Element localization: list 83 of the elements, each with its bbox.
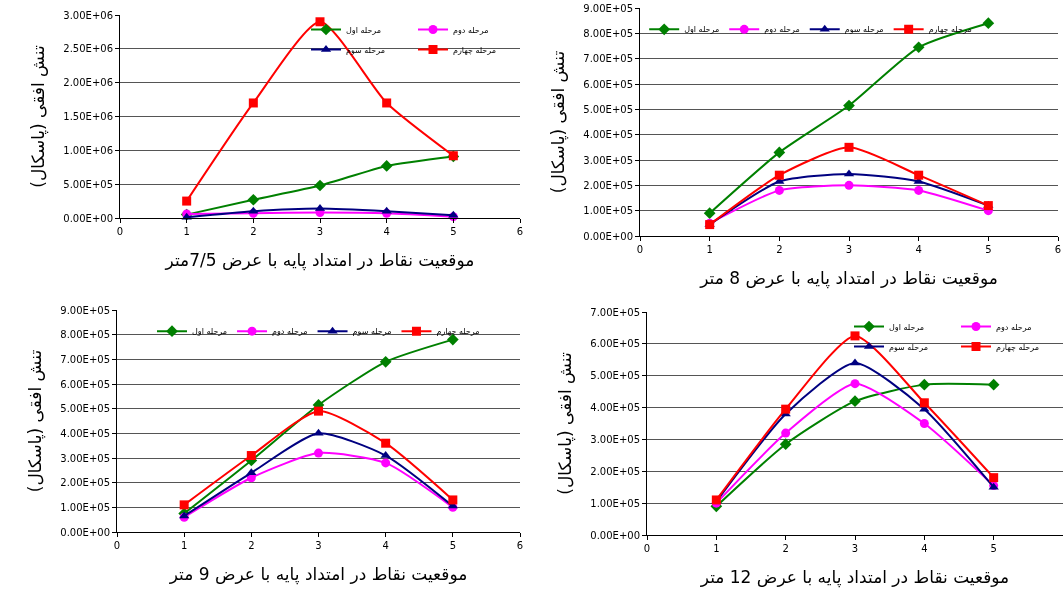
y-tick-label: 0.00E+00 bbox=[590, 529, 640, 541]
y-axis-title: تنش افقی (پاسکال) bbox=[27, 45, 49, 188]
legend-label: مرحله اول bbox=[192, 327, 228, 337]
y-tick-label: 5.00E+05 bbox=[590, 370, 640, 382]
legend-label: مرحله دوم bbox=[764, 25, 800, 35]
x-tick-label: 5 bbox=[450, 226, 457, 237]
y-tick-label: 8.00E+05 bbox=[583, 27, 633, 39]
x-tick-label: 3 bbox=[845, 244, 853, 255]
legend-label: مرحله سوم bbox=[889, 342, 928, 352]
y-tick-label: 2.00E+05 bbox=[590, 465, 640, 477]
y-tick-label: 4.00E+05 bbox=[590, 402, 640, 414]
y-tick-label: 6.00E+05 bbox=[583, 78, 633, 90]
y-tick-label: 3.00E+05 bbox=[60, 452, 110, 464]
y-tick-label: 3.00E+05 bbox=[590, 433, 640, 445]
y-tick-label: 2.00E+05 bbox=[60, 477, 110, 489]
x-tick-label: 5 bbox=[985, 244, 992, 255]
x-tick-label: 4 bbox=[921, 543, 928, 554]
x-tick-label: 1 bbox=[183, 226, 190, 237]
y-tick-label: 5.00E+05 bbox=[63, 178, 113, 190]
x-tick-label: 6 bbox=[516, 540, 524, 551]
x-axis-title: موقعیت نقاط در امتداد پایه با عرض 8 متر bbox=[699, 268, 998, 290]
x-tick-label: 4 bbox=[383, 226, 390, 237]
legend-label: مرحله اول bbox=[889, 322, 925, 332]
y-tick-label: 1.00E+05 bbox=[583, 205, 633, 217]
y-tick-label: 5.00E+05 bbox=[60, 403, 110, 415]
y-tick-label: 0.00E+00 bbox=[583, 230, 633, 242]
y-tick-label: 9.00E+05 bbox=[60, 304, 110, 316]
legend-label: مرحله دوم bbox=[453, 25, 489, 35]
y-tick-label: 7.00E+05 bbox=[590, 306, 640, 318]
y-tick-label: 1.50E+06 bbox=[63, 111, 113, 122]
x-tick-label: 1 bbox=[706, 244, 713, 255]
x-axis-title: موقعیت نقاط در امتداد پایه با عرض 12 متر bbox=[699, 567, 1010, 589]
y-tick-label: 6.00E+05 bbox=[60, 378, 110, 390]
x-tick-label: 3 bbox=[315, 540, 322, 551]
y-tick-label: 3.00E+06 bbox=[63, 9, 113, 21]
x-tick-label: 0 bbox=[113, 540, 121, 551]
y-tick-label: 3.00E+05 bbox=[583, 154, 633, 166]
x-tick-label: 5 bbox=[449, 540, 457, 551]
x-axis-title: موقعیت نقاط در امتداد پایه با عرض 7/5متر bbox=[164, 250, 475, 272]
x-tick-label: 2 bbox=[248, 540, 255, 551]
x-tick-label: 2 bbox=[782, 543, 789, 554]
legend-label: مرحله سوم bbox=[844, 25, 884, 35]
legend-label: مرحله دوم bbox=[996, 322, 1032, 332]
y-tick-label: 2.00E+05 bbox=[583, 179, 633, 191]
y-tick-label: 7.00E+05 bbox=[60, 353, 110, 365]
y-axis-title: تنش افقی (پاسکال) bbox=[547, 50, 569, 194]
legend-label: مرحله چهارم bbox=[436, 327, 480, 337]
legend-label: مرحله اول bbox=[684, 25, 720, 35]
y-axis-title: تنش افقی (پاسکال) bbox=[554, 352, 576, 495]
y-axis-title: تنش افقی (پاسکال) bbox=[24, 349, 46, 493]
x-axis-title: موقعیت نقاط در امتداد پایه با عرض 9 متر bbox=[168, 564, 468, 586]
y-tick-label: 6.00E+05 bbox=[590, 338, 640, 350]
x-tick-label: 2 bbox=[250, 226, 257, 237]
y-tick-label: 0.00E+00 bbox=[63, 212, 113, 224]
x-tick-label: 2 bbox=[776, 244, 783, 255]
x-tick-label: 0 bbox=[636, 244, 644, 255]
legend-label: مرحله دوم bbox=[272, 327, 308, 337]
x-tick-label: 0 bbox=[643, 543, 651, 554]
x-tick-label: 0 bbox=[116, 226, 124, 237]
x-tick-label: 3 bbox=[316, 226, 324, 237]
y-tick-label: 1.00E+05 bbox=[590, 497, 640, 509]
y-tick-label: 9.00E+05 bbox=[583, 2, 633, 14]
y-tick-label: 4.00E+05 bbox=[60, 427, 110, 439]
x-tick-label: 1 bbox=[713, 543, 720, 554]
legend-label: مرحله سوم bbox=[352, 327, 392, 337]
x-tick-label: 4 bbox=[382, 540, 389, 551]
legend-label: مرحله چهارم bbox=[996, 342, 1040, 352]
y-tick-label: 1.00E+05 bbox=[60, 501, 110, 513]
x-tick-label: 5 bbox=[990, 543, 997, 554]
x-tick-label: 3 bbox=[851, 543, 859, 554]
x-tick-label: 6 bbox=[516, 226, 524, 237]
y-tick-label: 2.50E+06 bbox=[63, 43, 113, 55]
y-tick-label: 1.00E+06 bbox=[63, 144, 113, 156]
y-tick-label: 2.00E+06 bbox=[63, 77, 113, 89]
x-tick-label: 6 bbox=[1054, 244, 1062, 255]
x-tick-label: 1 bbox=[180, 540, 188, 551]
y-tick-label: 8.00E+05 bbox=[60, 329, 110, 341]
x-tick-label: 4 bbox=[915, 244, 922, 255]
y-tick-label: 7.00E+05 bbox=[583, 53, 633, 65]
legend-label: مرحله اول bbox=[346, 25, 382, 35]
y-tick-label: 4.00E+05 bbox=[583, 129, 633, 141]
y-tick-label: 5.00E+05 bbox=[583, 103, 633, 115]
y-tick-label: 0.00E+00 bbox=[60, 526, 110, 538]
